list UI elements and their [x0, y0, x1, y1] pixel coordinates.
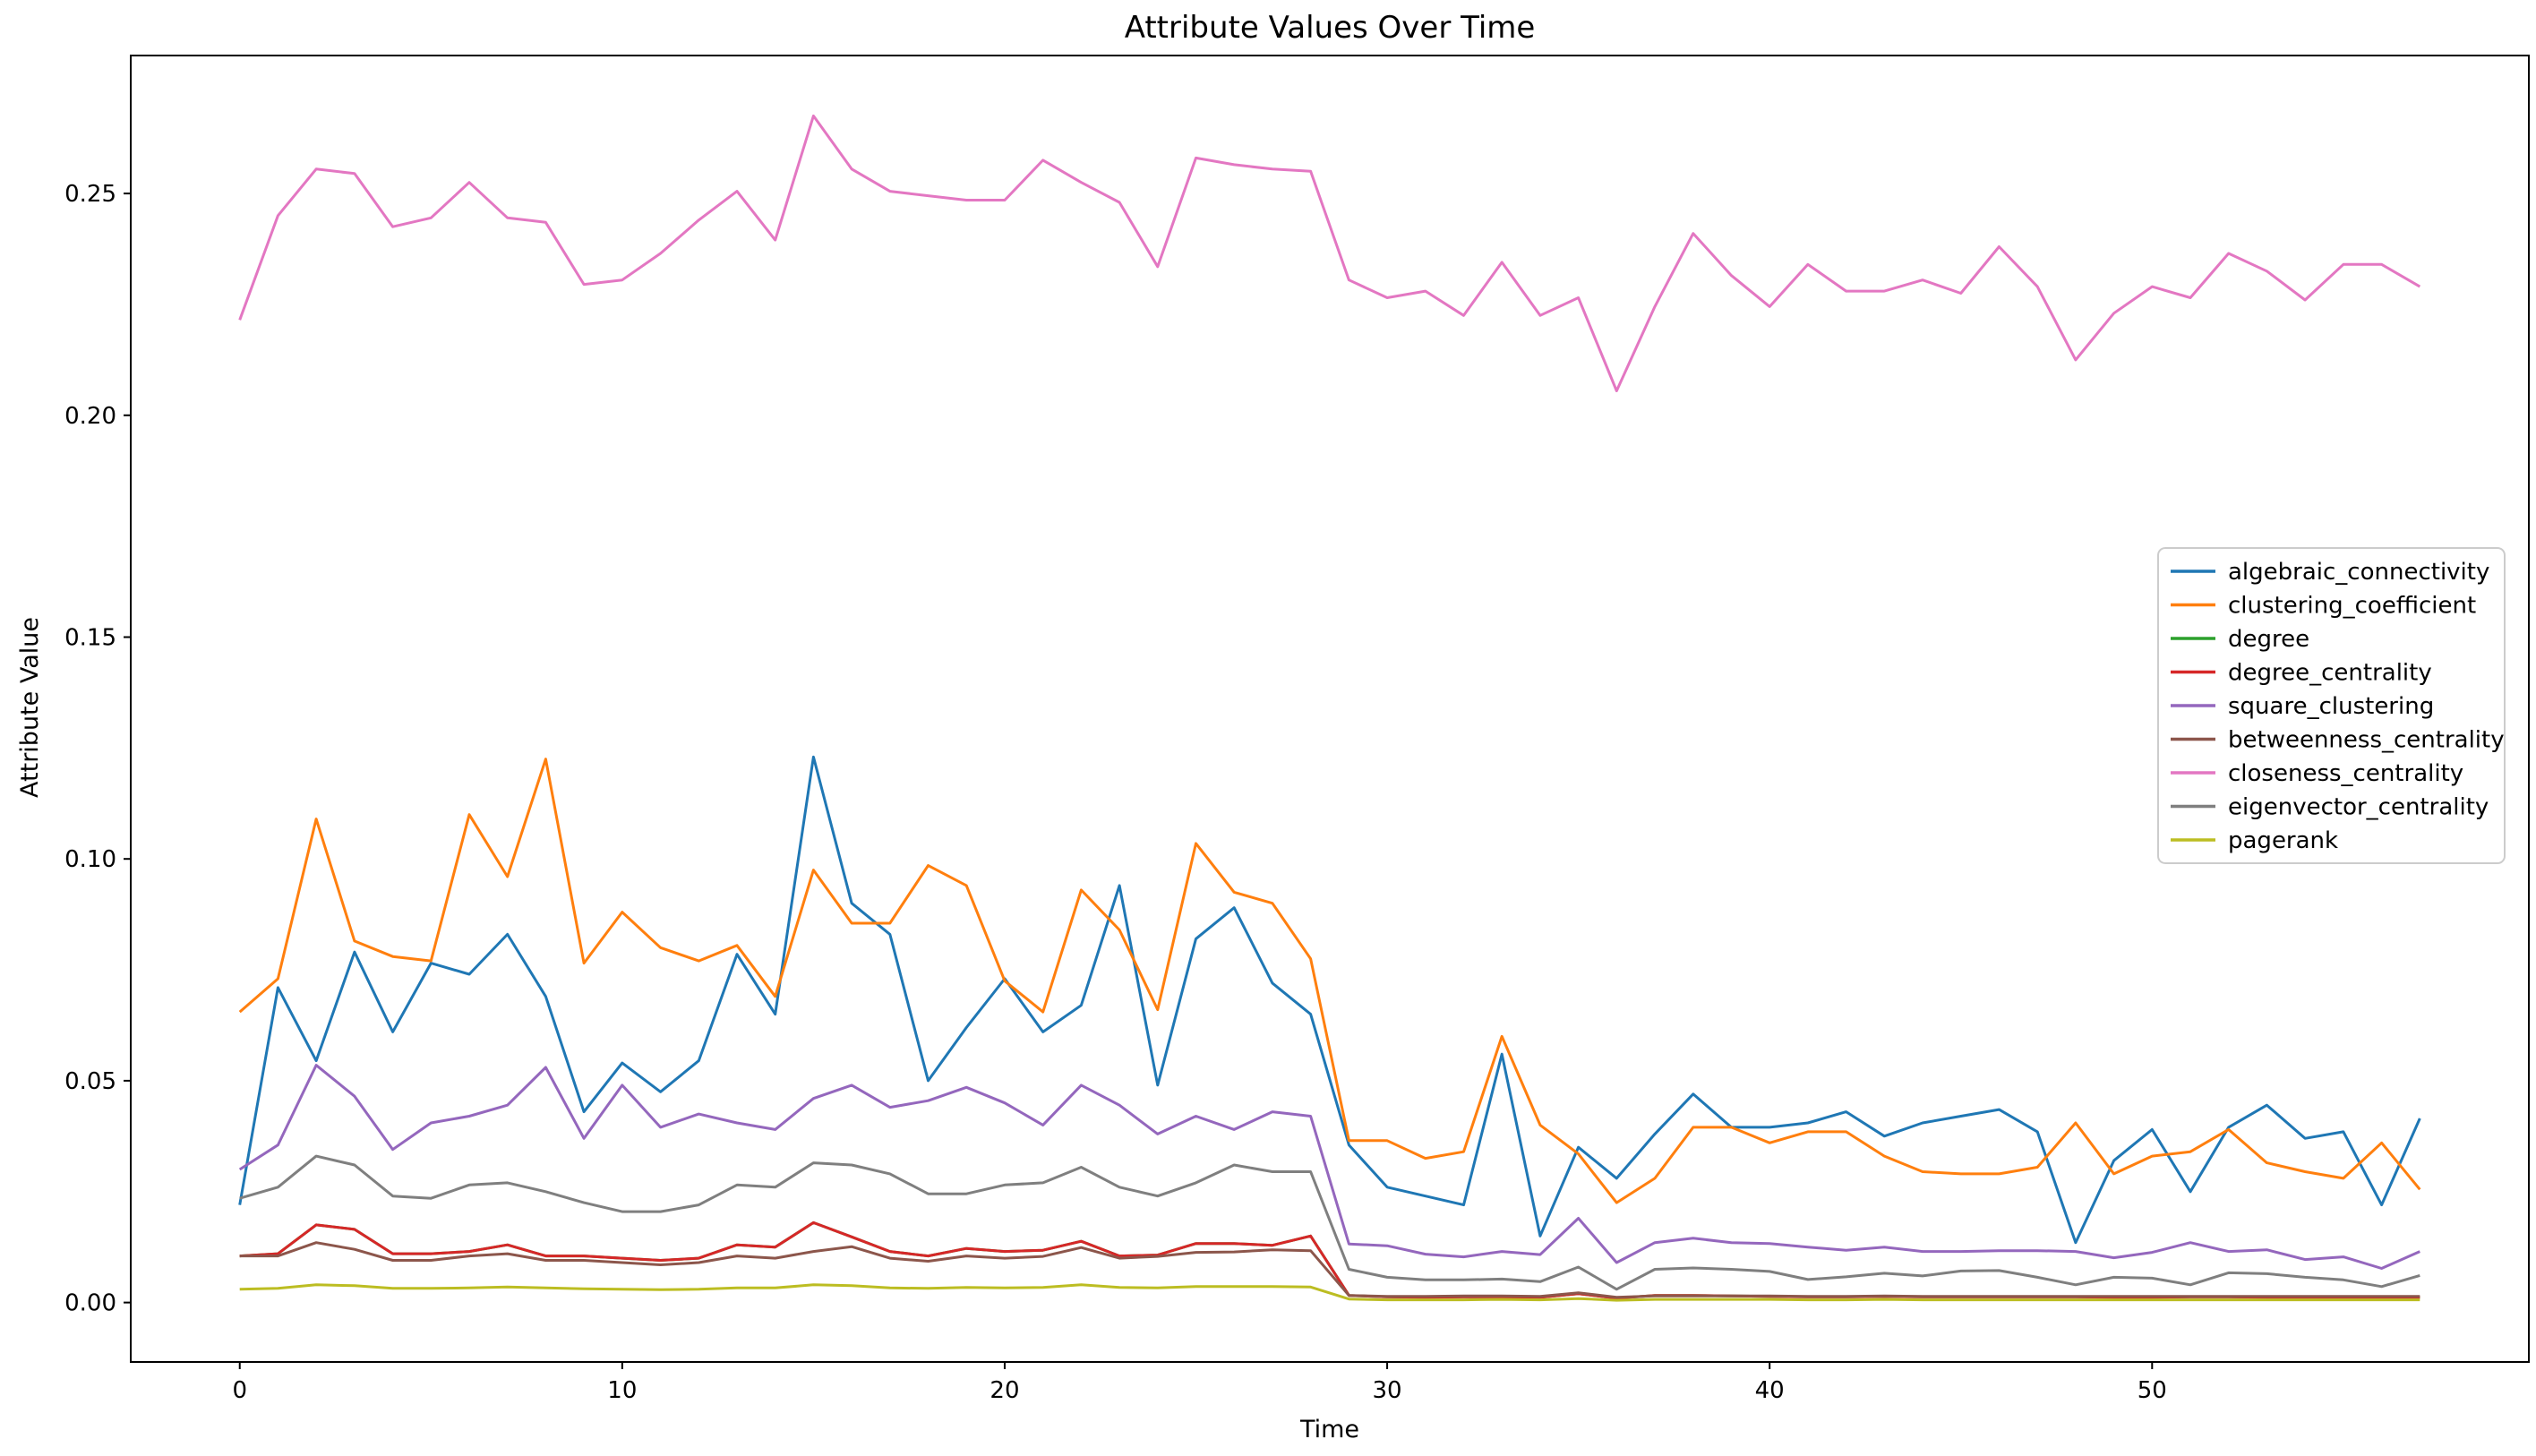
- legend-box: [2157, 547, 2506, 864]
- x-tick-label: 0: [232, 1377, 247, 1404]
- series-line-pagerank: [239, 1283, 2420, 1302]
- series-line-clustering_coefficient: [238, 758, 2421, 1204]
- series-line-eigenvector_centrality: [239, 1154, 2420, 1291]
- x-tick-label: 20: [990, 1377, 1019, 1404]
- x-tick-label: 50: [2138, 1377, 2167, 1404]
- legend-label-clustering_coefficient: clustering_coefficient: [2228, 593, 2476, 620]
- series-line-square_clustering: [238, 1064, 2420, 1270]
- x-tick-label: 40: [1755, 1377, 1785, 1404]
- legend-label-pagerank: pagerank: [2228, 827, 2338, 854]
- y-tick-label: 0.00: [64, 1290, 116, 1317]
- axis-ticks: 0 10 20 30 40 50 0.00 0.05 0.10 0.15 0.20 0.25: [64, 181, 2167, 1404]
- series-line-closeness_centrality: [238, 114, 2421, 392]
- y-tick-label: 0.20: [64, 403, 116, 430]
- y-tick-label: 0.15: [64, 624, 116, 651]
- y-axis-label: Attribute Value: [16, 617, 44, 798]
- legend-label-eigenvector_centrality: eigenvector_centrality: [2228, 794, 2489, 821]
- x-tick-label: 30: [1373, 1377, 1402, 1404]
- legend-label-betweenness_centrality: betweenness_centrality: [2228, 727, 2505, 754]
- series-group: [238, 114, 2421, 1302]
- legend-label-square_clustering: square_clustering: [2228, 693, 2434, 720]
- x-tick-label: 10: [607, 1377, 637, 1404]
- y-tick-label: 0.10: [64, 846, 116, 873]
- series-line-algebraic_connectivity: [238, 755, 2421, 1245]
- legend-label-algebraic_connectivity: algebraic_connectivity: [2228, 559, 2489, 586]
- chart-title: Attribute Values Over Time: [1125, 10, 1536, 46]
- y-tick-label: 0.25: [64, 181, 116, 208]
- legend: algebraic_connectivity clustering_coeffic…: [2157, 547, 2506, 864]
- y-tick-label: 0.05: [64, 1068, 116, 1095]
- legend-label-closeness_centrality: closeness_centrality: [2228, 760, 2463, 787]
- series-line-betweenness_centrality: [239, 1241, 2420, 1299]
- legend-label-degree: degree: [2228, 626, 2309, 653]
- plot-border: [130, 55, 2530, 1363]
- x-axis-label: Time: [1299, 1416, 1359, 1443]
- legend-label-degree_centrality: degree_centrality: [2228, 660, 2432, 687]
